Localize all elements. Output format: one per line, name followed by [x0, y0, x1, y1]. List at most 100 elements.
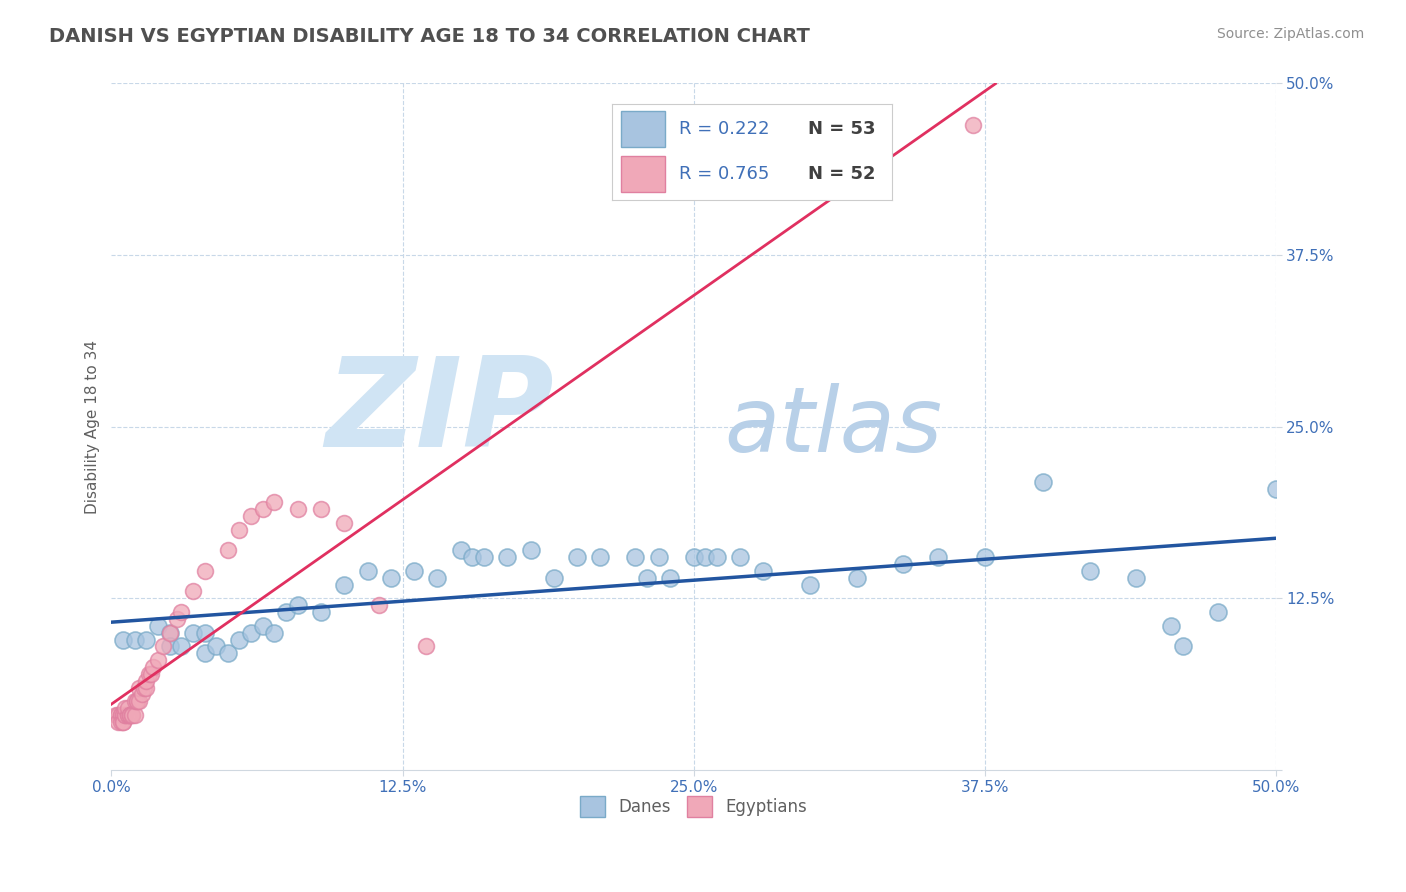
Point: [799, 577, 821, 591]
Point: [132, 681, 155, 695]
Point: [567, 550, 589, 565]
Point: [240, 508, 263, 523]
Point: [287, 502, 309, 516]
Point: [706, 550, 728, 565]
Point: [228, 632, 250, 647]
Point: [170, 605, 193, 619]
Point: [973, 550, 995, 565]
Point: [152, 640, 174, 654]
Point: [240, 625, 263, 640]
Point: [1171, 640, 1194, 654]
Point: [891, 557, 914, 571]
Point: [682, 550, 704, 565]
Point: [181, 625, 204, 640]
Point: [426, 571, 449, 585]
Point: [636, 571, 658, 585]
Point: [114, 708, 136, 723]
Point: [624, 550, 647, 565]
Point: [496, 550, 519, 565]
Point: [1125, 571, 1147, 585]
Point: [112, 632, 135, 647]
Point: [193, 646, 215, 660]
Point: [124, 708, 146, 723]
Point: [927, 550, 949, 565]
Point: [309, 605, 332, 619]
Point: [519, 543, 541, 558]
Point: [695, 550, 717, 565]
Text: atlas: atlas: [724, 383, 942, 471]
Point: [128, 694, 150, 708]
Point: [217, 646, 239, 660]
Point: [217, 543, 239, 558]
Text: Source: ZipAtlas.com: Source: ZipAtlas.com: [1216, 27, 1364, 41]
Point: [193, 564, 215, 578]
Point: [181, 584, 204, 599]
Point: [121, 708, 143, 723]
Point: [845, 571, 868, 585]
Point: [659, 571, 682, 585]
Point: [752, 564, 775, 578]
Y-axis label: Disability Age 18 to 34: Disability Age 18 to 34: [86, 340, 100, 514]
Text: DANISH VS EGYPTIAN DISABILITY AGE 18 TO 34 CORRELATION CHART: DANISH VS EGYPTIAN DISABILITY AGE 18 TO …: [49, 27, 810, 45]
Point: [107, 708, 129, 723]
Point: [415, 640, 437, 654]
Point: [368, 599, 391, 613]
Point: [228, 523, 250, 537]
Point: [114, 701, 136, 715]
Point: [1206, 605, 1229, 619]
Point: [1078, 564, 1101, 578]
Point: [125, 694, 148, 708]
Point: [125, 694, 148, 708]
Point: [124, 694, 146, 708]
Point: [252, 619, 274, 633]
Point: [1032, 475, 1054, 489]
Point: [146, 653, 169, 667]
Point: [159, 625, 181, 640]
Point: [110, 714, 132, 729]
Point: [193, 625, 215, 640]
Point: [170, 640, 193, 654]
Point: [112, 714, 135, 729]
Point: [112, 714, 135, 729]
Point: [356, 564, 378, 578]
Point: [105, 708, 128, 723]
Point: [128, 681, 150, 695]
Point: [461, 550, 484, 565]
Point: [118, 708, 141, 723]
Point: [450, 543, 472, 558]
Point: [107, 714, 129, 729]
Point: [159, 640, 181, 654]
Point: [159, 625, 181, 640]
Point: [135, 673, 157, 688]
Point: [472, 550, 495, 565]
Point: [121, 708, 143, 723]
Point: [131, 688, 153, 702]
Point: [205, 640, 228, 654]
Point: [117, 701, 139, 715]
Point: [263, 495, 285, 509]
Point: [142, 660, 165, 674]
Point: [118, 708, 141, 723]
Point: [252, 502, 274, 516]
Point: [138, 666, 160, 681]
Point: [263, 625, 285, 640]
Point: [962, 118, 984, 132]
Legend: Danes, Egyptians: Danes, Egyptians: [574, 789, 814, 823]
Point: [274, 605, 297, 619]
Point: [380, 571, 402, 585]
Point: [404, 564, 426, 578]
Point: [124, 632, 146, 647]
Point: [333, 577, 356, 591]
Point: [728, 550, 751, 565]
Point: [110, 708, 132, 723]
Point: [1160, 619, 1182, 633]
Point: [166, 612, 188, 626]
Point: [112, 708, 135, 723]
Point: [118, 708, 141, 723]
Point: [114, 708, 136, 723]
Point: [139, 666, 162, 681]
Text: ZIP: ZIP: [325, 352, 554, 474]
Point: [647, 550, 669, 565]
Point: [543, 571, 565, 585]
Point: [333, 516, 356, 530]
